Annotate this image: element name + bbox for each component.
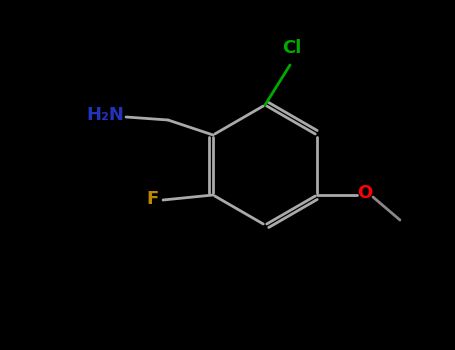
Text: O: O (357, 184, 373, 202)
Text: F: F (147, 190, 159, 208)
Text: Cl: Cl (282, 39, 302, 57)
Text: H₂N: H₂N (86, 106, 124, 124)
